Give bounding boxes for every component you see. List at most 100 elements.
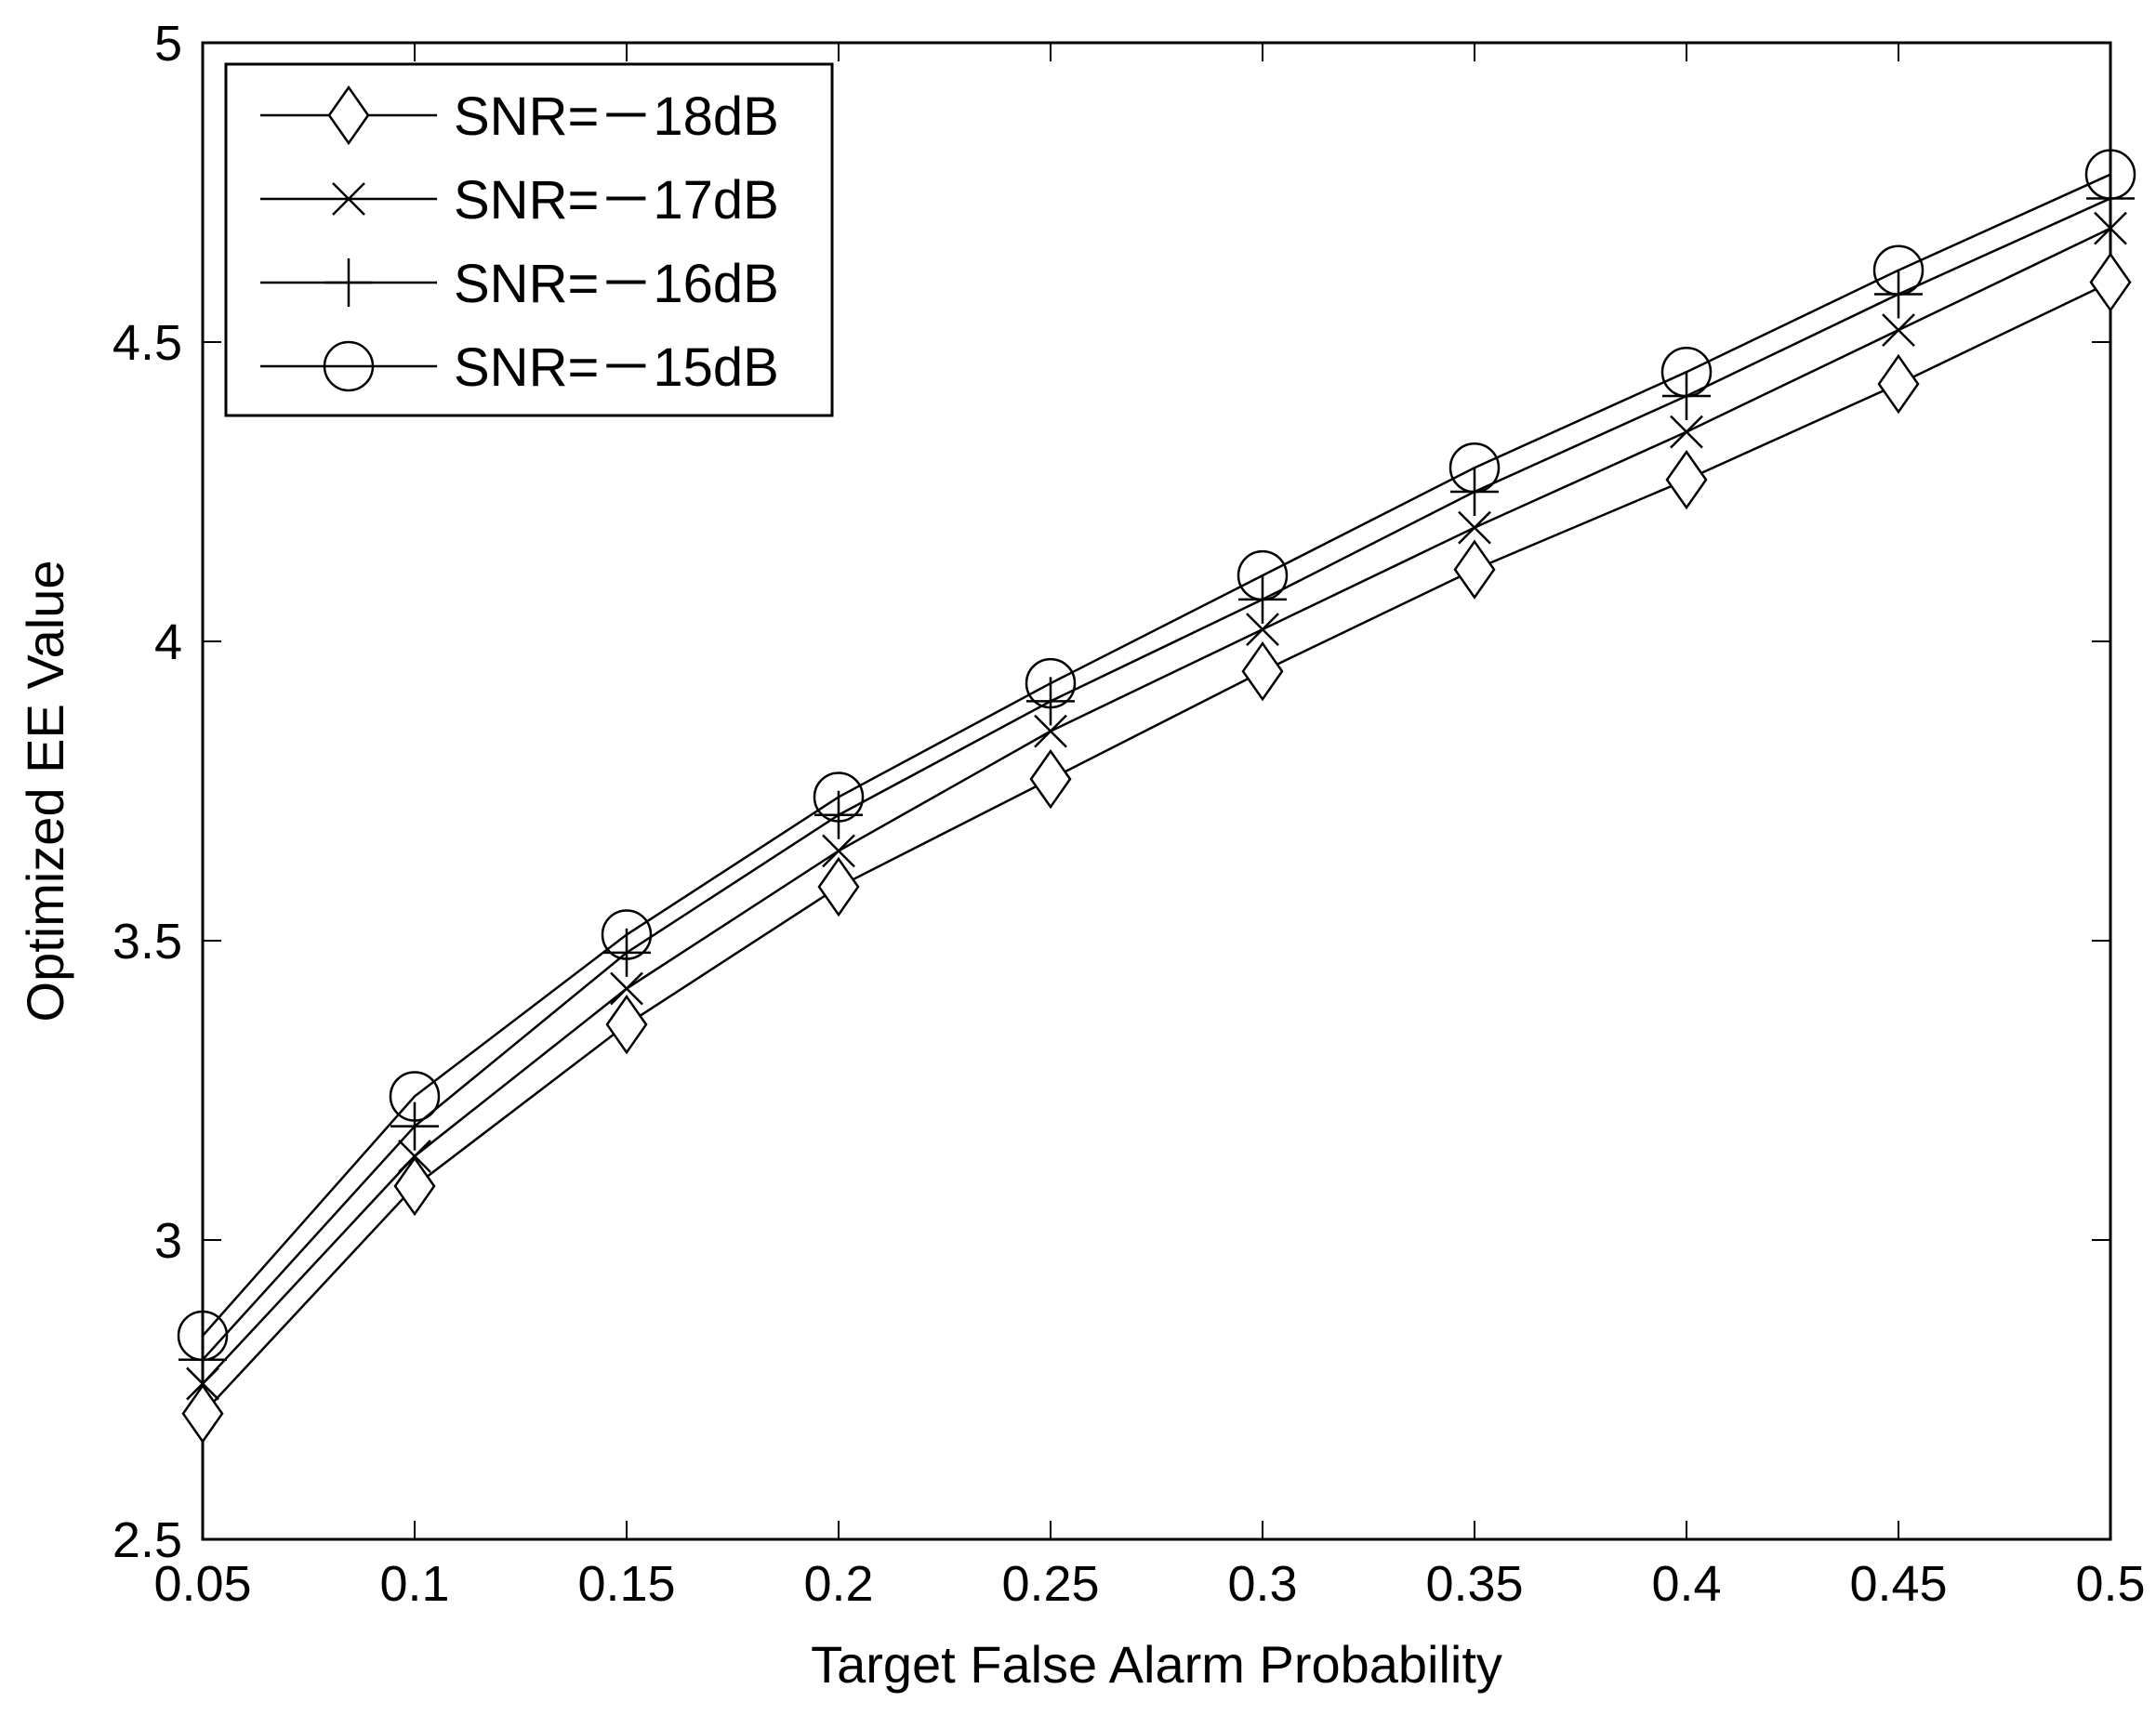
data-point [393,1155,436,1217]
diamond-shape [1029,748,1072,810]
x-tick-label: 0.05 [153,1556,251,1612]
diamond-shape [1241,641,1284,702]
circle-shape [1237,549,1289,601]
x-stroke [1034,714,1067,748]
data-point [1458,510,1491,545]
data-point [2084,149,2136,200]
y-tick-label: 4.5 [112,315,182,371]
series-diamond [181,252,2132,1444]
legend: SNR=－18dB SNR=－17dB SNR=－16dB SNR=－15dB [224,62,834,417]
circle-shape [1025,657,1077,709]
data-point [813,772,865,823]
x-tick-label: 0.1 [379,1556,449,1612]
x-stroke [398,1139,431,1173]
x-tick-label: 0.35 [1425,1556,1523,1612]
circle-shape [1448,442,1501,494]
data-point [1448,442,1501,494]
circle-shape [389,1071,441,1122]
legend-label: SNR=－17dB [454,170,779,231]
x-axis-ticks: 0.05 0.1 0.15 0.2 0.25 0.3 0.35 0.4 0.45 0.5 [153,43,2146,1612]
data-point [390,1102,439,1151]
legend-label: SNR=－15dB [454,337,779,398]
legend-label: SNR=－16dB [454,254,779,314]
circle-shape [323,340,375,392]
x-tick-label: 0.5 [2075,1556,2145,1612]
x-stroke [1458,510,1491,545]
data-point [1882,313,1915,348]
x-stroke [1882,313,1915,348]
data-point [1877,353,1920,415]
data-point [1670,415,1703,449]
diamond-shape [1665,449,1708,510]
data-point [601,909,653,960]
legend-entry: SNR=－18dB [260,85,779,147]
series-circle [177,149,2136,1362]
diamond-shape [1877,353,1920,415]
diamond-shape [605,994,648,1055]
circle-shape [1872,244,1925,296]
diamond-shape [817,856,860,917]
series-layer [177,149,2136,1444]
data-point [1029,748,1072,810]
marker-diamond [327,85,370,146]
x-stroke [2094,211,2127,245]
diamond-shape [181,1383,224,1444]
x-tick-label: 0.4 [1651,1556,1721,1612]
y-tick-label: 5 [154,16,182,72]
legend-entry: SNR=－15dB [260,337,779,398]
data-point [1237,549,1289,601]
legend-entry: SNR=－17dB [260,170,779,231]
y-axis-ticks: 2.5 3 3.5 4 4.5 5 [112,16,2110,1568]
diamond-shape [1453,539,1496,600]
x-stroke [610,971,643,1006]
marker-x [332,182,365,216]
x-tick-label: 0.45 [1849,1556,1947,1612]
data-point [1025,657,1077,709]
data-point [1665,449,1708,510]
data-point [1241,641,1284,702]
data-point [181,1383,224,1444]
marker-circle [323,340,375,392]
circle-shape [177,1310,229,1362]
marker-plus [324,258,373,307]
y-tick-label: 2.5 [112,1512,182,1568]
data-point [1660,346,1713,398]
y-axis-title: Optimized EE Value [16,561,74,1022]
x-tick-label: 0.25 [1001,1556,1099,1612]
y-tick-label: 3.5 [112,914,182,970]
data-point [2089,252,2132,312]
data-point [1246,613,1279,647]
data-point [389,1071,441,1122]
x-tick-label: 0.15 [577,1556,675,1612]
data-point [605,994,648,1055]
x-stroke [1246,613,1279,647]
legend-label: SNR=－18dB [454,86,779,147]
x-stroke [822,834,855,868]
diamond-shape [393,1155,436,1217]
data-point [817,856,860,917]
circle-shape [601,909,653,960]
circle-shape [1660,346,1713,398]
data-point [2094,211,2127,245]
data-point [1453,539,1496,600]
data-point [177,1310,229,1362]
x-stroke [332,182,365,216]
series-line [202,227,2111,1385]
y-tick-label: 3 [154,1213,182,1269]
circle-shape [2084,149,2136,200]
data-point [822,834,855,868]
x-axis-title: Target False Alarm Probability [811,1635,1502,1694]
series-line [202,281,2111,1415]
data-point [398,1139,431,1173]
data-point [1034,714,1067,748]
data-point [1872,244,1925,296]
series-line [202,197,2111,1361]
x-tick-label: 0.3 [1227,1556,1297,1612]
x-tick-label: 0.2 [803,1556,873,1612]
data-point [610,971,643,1006]
legend-entry: SNR=－16dB [260,254,779,314]
series-x [186,211,2127,1401]
x-stroke [1670,415,1703,449]
series-line [202,173,2111,1337]
